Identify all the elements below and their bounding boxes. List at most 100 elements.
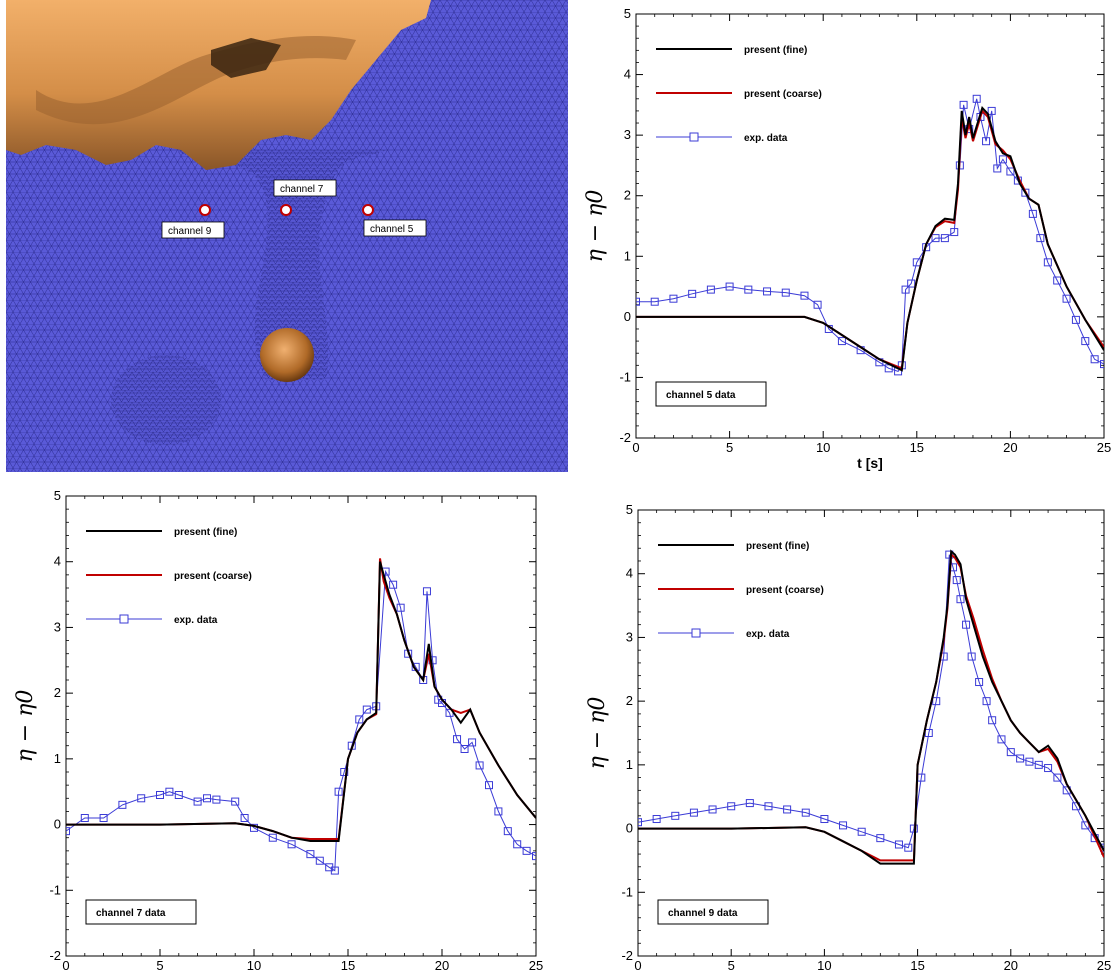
y-tick-label: 1 [626, 757, 633, 772]
x-tick-label: 5 [728, 958, 735, 973]
legend-label: present (coarse) [744, 89, 822, 100]
data-point [532, 852, 536, 861]
series-line-exp-data [636, 98, 1104, 372]
probe-label-box [273, 179, 337, 197]
data-point [820, 815, 829, 824]
y-tick-label: 0 [626, 821, 633, 836]
legend-label: present (fine) [744, 45, 807, 56]
data-point [987, 106, 996, 115]
legend-label: exp. data [746, 629, 790, 640]
data-point [904, 843, 913, 852]
y-tick-label: 2 [624, 188, 631, 203]
data-point [962, 620, 971, 629]
data-point [1062, 294, 1071, 303]
y-axis-title: η − η0 [13, 690, 38, 763]
data-point [1053, 276, 1062, 285]
data-point [1016, 754, 1025, 763]
data-point [137, 794, 146, 803]
data-point [422, 587, 431, 596]
data-point [1006, 748, 1015, 757]
data-point [1006, 167, 1015, 176]
x-tick-label: 15 [910, 958, 924, 973]
probe-label-box [363, 219, 427, 237]
x-tick-label: 10 [247, 958, 261, 973]
data-point [876, 834, 885, 843]
data-point [997, 735, 1006, 744]
series-line-present-fine- [638, 549, 1104, 865]
data-point [931, 234, 940, 243]
data-point [781, 288, 790, 297]
data-point [362, 705, 371, 714]
data-point [203, 794, 211, 803]
y-tick-label: -1 [619, 369, 631, 384]
data-point [1081, 337, 1090, 346]
data-point [725, 282, 734, 291]
data-point [1043, 258, 1052, 267]
data-point [330, 866, 339, 875]
data-point [460, 745, 469, 753]
probe-label: channel 7 [280, 184, 324, 195]
data-point [389, 580, 398, 589]
data-point [950, 228, 959, 237]
y-tick-label: 5 [624, 6, 631, 21]
y-tick-label: -2 [621, 948, 633, 963]
data-point [924, 729, 933, 737]
data-point [315, 856, 324, 865]
data-point [99, 814, 108, 822]
y-tick-label: 2 [54, 685, 61, 700]
data-point [652, 815, 661, 824]
data-point [118, 800, 127, 809]
data-point [669, 294, 678, 303]
data-point [909, 824, 918, 833]
legend-label: present (coarse) [746, 585, 824, 596]
caption-label: channel 7 data [96, 908, 166, 919]
data-point [907, 279, 916, 288]
data-point [901, 285, 910, 294]
caption-box [85, 899, 197, 925]
probe-channel-7: channel 7 [273, 179, 337, 216]
data-point [727, 802, 736, 811]
caption-label: channel 5 data [666, 390, 736, 401]
data-point [636, 297, 640, 306]
series-group [636, 94, 1104, 376]
data-point [355, 715, 364, 724]
legend-label: present (fine) [746, 541, 809, 552]
data-point [982, 137, 991, 146]
refined-mesh-patch [111, 355, 221, 445]
y-tick-label: 1 [54, 751, 61, 766]
caption-box [657, 899, 769, 925]
data-point [706, 285, 715, 294]
terrain-ridge [36, 35, 356, 125]
data-point [988, 716, 997, 725]
data-point [1028, 209, 1037, 218]
data-point [940, 234, 949, 243]
x-tick-label: 5 [726, 440, 733, 455]
data-point [1025, 757, 1034, 766]
data-point [956, 595, 965, 604]
data-point [268, 833, 277, 842]
series-line-present-coarse- [636, 108, 1104, 370]
data-point [945, 550, 954, 559]
data-point [240, 814, 249, 822]
x-tick-label: 20 [1003, 440, 1017, 455]
x-tick-label: 5 [156, 958, 163, 973]
series-line-present-coarse- [638, 552, 1104, 862]
data-point [764, 802, 773, 811]
data-point [485, 781, 493, 790]
refined-mesh-channel [176, 150, 386, 380]
data-point [1021, 188, 1030, 197]
data-point [1034, 760, 1043, 769]
y-axis-title: η − η0 [585, 697, 610, 770]
data-point [396, 603, 405, 612]
legend-marker [691, 628, 701, 638]
data-point [340, 768, 349, 776]
y-tick-label: 3 [626, 629, 633, 644]
x-tick-label: 10 [817, 958, 831, 973]
data-point [998, 155, 1007, 164]
plot-frame [65, 495, 537, 957]
data-point [1053, 773, 1062, 782]
data-point [1071, 315, 1080, 324]
